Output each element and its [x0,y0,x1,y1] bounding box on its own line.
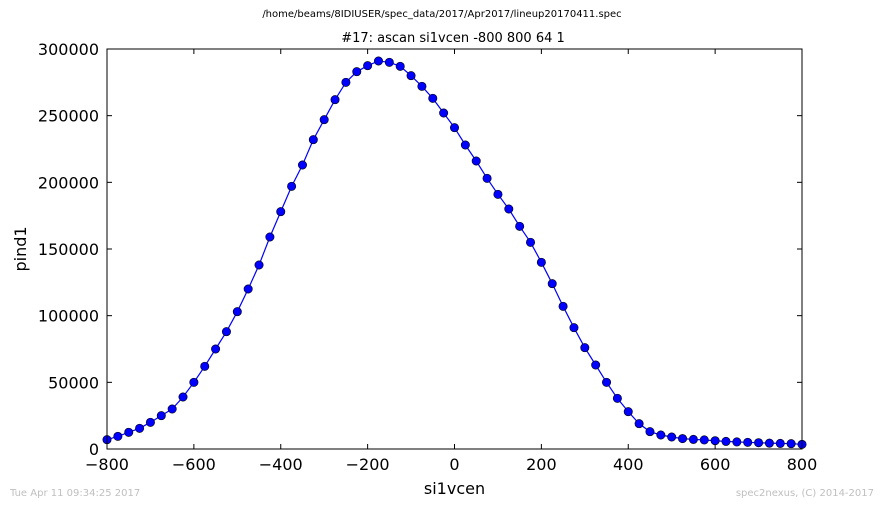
data-point [254,260,264,270]
data-point [428,93,438,103]
file-path-title: /home/beams/8IDIUSER/spec_data/2017/Apr2… [262,9,622,20]
data-point [667,432,677,442]
footer-credit: spec2nexus, (C) 2014-2017 [735,488,874,499]
y-tick-label: 150000 [38,240,99,259]
data-point [395,61,405,71]
data-point [526,237,536,247]
data-point [623,407,633,417]
data-point [591,360,601,370]
data-point [678,434,688,444]
data-point [602,377,612,387]
x-tick-label: −200 [346,455,390,474]
x-tick-label: −800 [85,455,129,474]
data-point [449,123,459,133]
data-point [330,95,340,105]
x-tick-label: −400 [259,455,303,474]
data-point [384,57,394,67]
y-tick-label: 200000 [38,173,99,192]
data-point [308,135,318,145]
footer-timestamp: Tue Apr 11 09:34:25 2017 [10,488,141,499]
data-point [743,437,753,447]
y-tick-label: 300000 [38,40,99,59]
x-tick-label: 400 [613,455,644,474]
data-point [319,115,329,125]
data-point [775,438,785,448]
data-point [287,181,297,191]
data-point [341,77,351,87]
data-point [764,438,774,448]
data-point [113,431,123,441]
plot-frame [106,48,803,450]
y-axis-label: pind1 [11,226,30,271]
data-point [710,436,720,446]
data-point [352,67,362,77]
data-point [439,108,449,118]
x-axis-label: si1vcen [424,479,485,498]
data-point [373,56,383,66]
data-point [504,204,514,214]
data-point [417,81,427,91]
data-point [135,423,145,433]
data-point [363,61,373,71]
data-point [460,140,470,150]
data-point [297,160,307,170]
data-point [471,156,481,166]
data-point [124,427,134,437]
data-point [493,189,503,199]
data-point [656,430,666,440]
data-point [536,257,546,267]
data-point [145,417,155,427]
data-point [688,434,698,444]
data-point [645,427,655,437]
data-point [156,411,166,421]
data-point [276,207,286,217]
data-point [612,393,622,403]
data-point [406,71,416,81]
series-line [106,60,803,445]
data-point [786,439,796,449]
data-point [221,327,231,337]
data-point [580,343,590,353]
data-point [634,419,644,429]
x-tick-label: 200 [526,455,557,474]
data-point [754,438,764,448]
data-point [547,279,557,289]
data-point [558,301,568,311]
data-point [265,232,275,242]
data-point [243,284,253,294]
data-point [699,435,709,445]
y-tick-label: 100000 [38,307,99,326]
data-point [721,436,731,446]
y-tick-label: 50000 [48,373,99,392]
y-tick-label: 250000 [38,107,99,126]
data-point [189,377,199,387]
data-point [569,323,579,333]
data-point [482,173,492,183]
data-point [232,307,242,317]
chart-title: #17: ascan si1vcen -800 800 64 1 [341,31,565,46]
data-point [732,437,742,447]
data-point [178,392,188,402]
data-point [167,404,177,414]
x-tick-label: 800 [787,455,818,474]
data-point [211,344,221,354]
x-tick-label: 0 [449,455,459,474]
data-point [515,221,525,231]
x-tick-label: −600 [172,455,216,474]
y-tick-label: 0 [89,440,99,459]
data-point [200,361,210,371]
x-tick-label: 600 [700,455,731,474]
